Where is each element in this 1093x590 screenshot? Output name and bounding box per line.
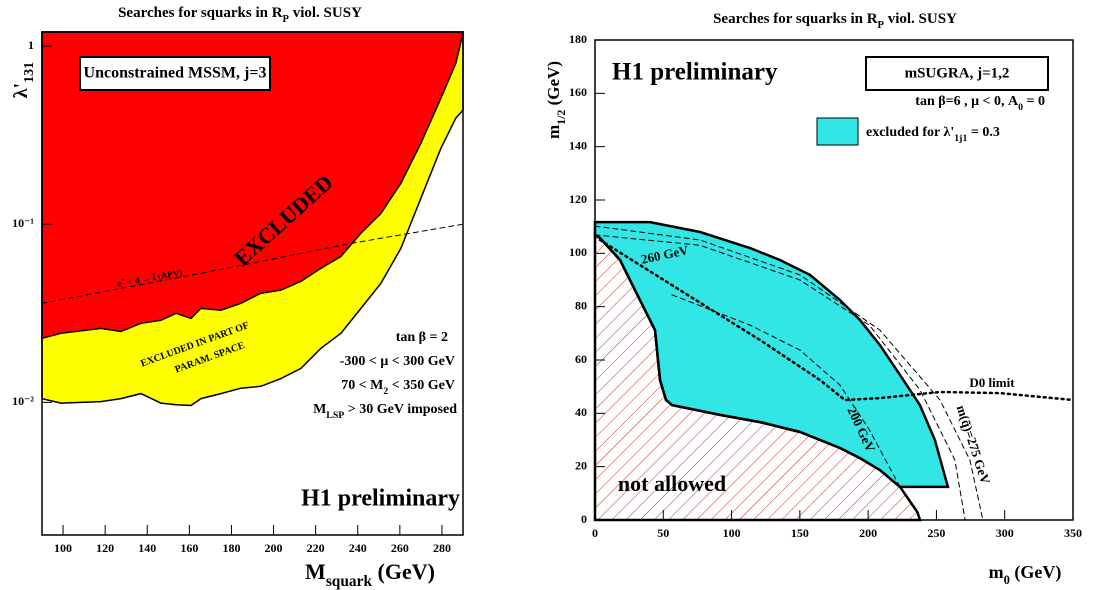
y-axis-label-part: (GeV) (544, 61, 563, 110)
y-tick-label: 180 (569, 32, 587, 46)
y-axis-label-part: λ' (10, 83, 32, 98)
y-tick-label: 10⁻¹ (12, 216, 34, 230)
y-tick-label: 140 (569, 138, 587, 152)
x-tick-label: 350 (1064, 526, 1082, 540)
annotation-part: tan β=6 , μ < 0, A (915, 94, 1019, 109)
annotation: mSUGRA, j=1,2 (905, 65, 1010, 81)
annotation: D0 limit (969, 375, 1015, 390)
annotation-part: 0 (1018, 102, 1023, 113)
y-tick-label: 120 (569, 192, 587, 206)
legend-label-part: = 0.3 (967, 125, 999, 140)
x-tick-label: 200 (265, 541, 283, 555)
y-axis-label-part: 1/2 (554, 110, 568, 125)
annotation-part: = 0 (1023, 94, 1045, 109)
not-allowed-region (593, 232, 922, 522)
x-axis-label-part: m (989, 562, 1004, 582)
limit-line (594, 225, 984, 521)
annotation-part: 70 < M (341, 378, 383, 393)
annotation-part: M (313, 402, 326, 417)
y-tick-label: 20 (575, 458, 587, 472)
chart-title-part: P (878, 20, 885, 31)
annotation: MLSP > 30 GeV imposed (313, 402, 457, 421)
x-axis-label-part: (GeV) (1010, 562, 1061, 583)
x-tick-label: 240 (349, 541, 367, 555)
y-tick-label: 160 (569, 85, 587, 99)
annotation-box (865, 56, 1049, 91)
x-tick-label: 220 (307, 541, 325, 555)
plot (41, 31, 464, 407)
annotation: -300 < μ < 300 GeV (340, 354, 455, 369)
y-tick-label: 80 (575, 298, 587, 312)
annotation-part: > 30 GeV imposed (344, 402, 457, 417)
chart-title: Searches for squarks in RP viol. SUSY (713, 11, 957, 30)
y-axis-label: λ'131 (10, 62, 37, 98)
annotation-part: + (120, 276, 125, 284)
x-axis-label: m0 (GeV) (989, 562, 1062, 587)
x-tick-label: 300 (996, 526, 1014, 540)
annotation-part: e (117, 278, 123, 289)
x-axis-label-part: squark (326, 573, 373, 590)
y-axis-label: m1/2 (GeV) (544, 61, 568, 139)
plot-frame (41, 31, 464, 536)
x-axis-label-part: (GeV) (372, 559, 435, 584)
annotation-box (79, 56, 271, 91)
y-axis-label-part: 131 (22, 62, 37, 83)
x-tick-label: 150 (791, 526, 809, 540)
plot-frame (594, 39, 1074, 521)
y-tick-label: 40 (575, 405, 587, 419)
annotation: m(q̃)=275 GeV (954, 403, 994, 486)
x-tick-label: 100 (723, 526, 741, 540)
annotation: tan β=6 , μ < 0, A0 = 0 (915, 94, 1045, 113)
y-tick-label: 100 (569, 245, 587, 259)
chart-title-part: Searches for squarks in R (713, 11, 878, 27)
x-tick-label: 140 (138, 541, 156, 555)
annotation-part: LSP (326, 410, 344, 421)
annotation-part: 2 (383, 386, 388, 397)
legend-label-part: 1j1 (954, 133, 967, 144)
y-axis-label-part: m (544, 125, 563, 139)
limit-line (671, 294, 901, 488)
x-tick-label: 260 (391, 541, 409, 555)
limit-line (41, 223, 464, 304)
chart-title-part: P (283, 14, 290, 25)
legend-swatch (816, 117, 859, 146)
annotation-part: < 350 GeV (388, 378, 455, 393)
x-tick-label: 200 (859, 526, 877, 540)
annotation: 70 < M2 < 350 GeV (341, 378, 455, 397)
y-tick-label: 60 (575, 352, 587, 366)
legend-label-part: excluded for λ' (866, 125, 954, 140)
annotation: tan β = 2 (396, 330, 448, 345)
x-tick-label: 120 (96, 541, 114, 555)
chart-title-part: viol. SUSY (289, 5, 362, 21)
chart-title-part: viol. SUSY (884, 11, 957, 27)
limit-line (598, 238, 1075, 402)
x-tick-label: 280 (433, 541, 451, 555)
x-tick-label: 250 (927, 526, 945, 540)
chart-title: Searches for squarks in RP viol. SUSY (118, 5, 362, 24)
x-tick-label: 0 (592, 526, 598, 540)
y-tick-label: 10⁻² (12, 394, 34, 408)
x-axis-label-part: 0 (1004, 573, 1010, 587)
limit-line (594, 234, 966, 521)
x-axis-label: Msquark (GeV) (305, 559, 435, 590)
y-tick-label: 1 (28, 38, 34, 52)
x-tick-label: 180 (222, 541, 240, 555)
annotation: not allowed (618, 471, 726, 496)
chart-title-part: Searches for squarks in R (118, 5, 283, 21)
x-tick-label: 160 (180, 541, 198, 555)
plot (593, 220, 1075, 522)
x-tick-label: 50 (657, 526, 669, 540)
annotation: H1 preliminary (612, 59, 778, 86)
annotation: Unconstrained MSSM, j=3 (84, 65, 267, 82)
legend-label: excluded for λ'1j1 = 0.3 (866, 125, 1000, 144)
excluded-region (41, 31, 464, 340)
annotation: H1 preliminary (301, 486, 460, 512)
x-axis-label-part: M (305, 559, 326, 584)
x-tick-label: 100 (54, 541, 72, 555)
y-tick-label: 0 (581, 512, 587, 526)
